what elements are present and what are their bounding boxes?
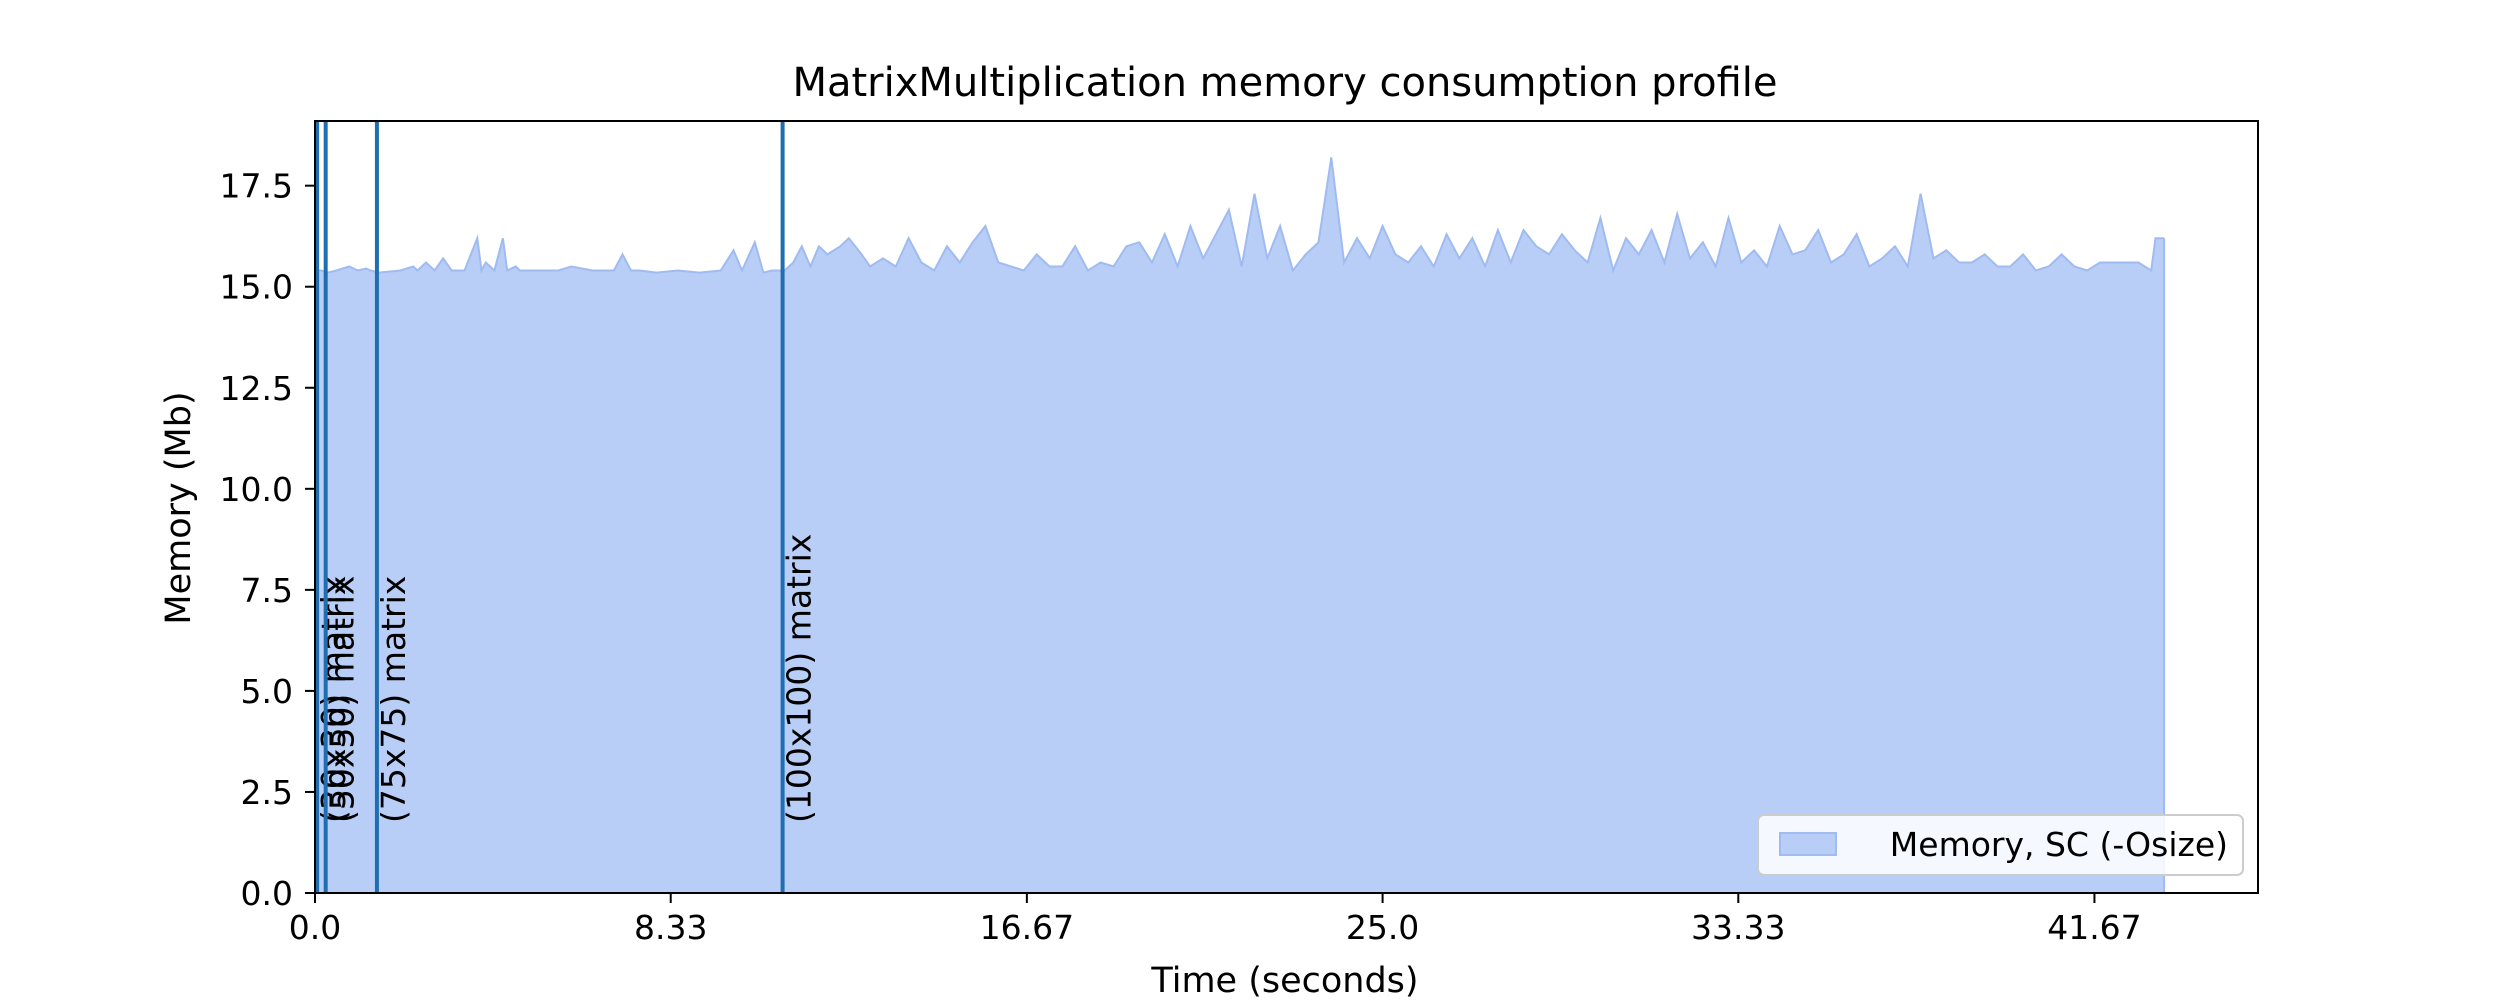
x-tick-label: 41.67 [2047,908,2141,947]
chart-title: MatrixMultiplication memory consumption … [792,60,1777,106]
y-axis-label: Memory (Mb) [159,391,199,624]
y-tick-label: 5.0 [241,672,293,711]
series-area-0 [315,157,2165,893]
legend-swatch [1779,832,1837,856]
x-tick-label: 25.0 [1346,908,1419,947]
legend-label: Memory, SC (-Osize) [1890,825,2228,864]
plot-frame [314,120,2259,894]
y-tick-label: 0.0 [241,874,293,913]
y-tick-label: 10.0 [220,470,293,509]
y-tick-label: 12.5 [220,369,293,408]
y-tick-label: 7.5 [241,571,293,610]
x-axis-label: Time (seconds) [1150,961,1418,1000]
series-line-0 [314,157,2165,894]
y-tick-label: 2.5 [241,773,293,812]
marker-label: (100x100) matrix [780,534,819,823]
legend: Memory, SC (-Osize) [1757,814,2244,876]
marker-lines: (30x30) matrix(50x50) matrix (75x75) matr… [314,121,819,893]
marker-label: (30x30) matrix [314,576,353,823]
y-tick-label: 17.5 [220,167,293,206]
marker-label: (50x50) matrix [323,576,362,823]
marker-label: (75x75) matrix [374,576,413,823]
x-tick-label: 33.33 [1691,908,1785,947]
plot-area [314,157,2166,894]
x-tick-label: 0.0 [289,908,341,947]
axes: 0.0 8.33 16.67 25.0 33.33 41.67 0.0 2.5 5.0 7.5 10… [220,120,2259,947]
x-tick-label: 8.33 [634,908,707,947]
x-tick-label: 16.67 [980,908,1074,947]
y-tick-label: 15.0 [220,268,293,307]
legend-box [1757,814,2244,876]
